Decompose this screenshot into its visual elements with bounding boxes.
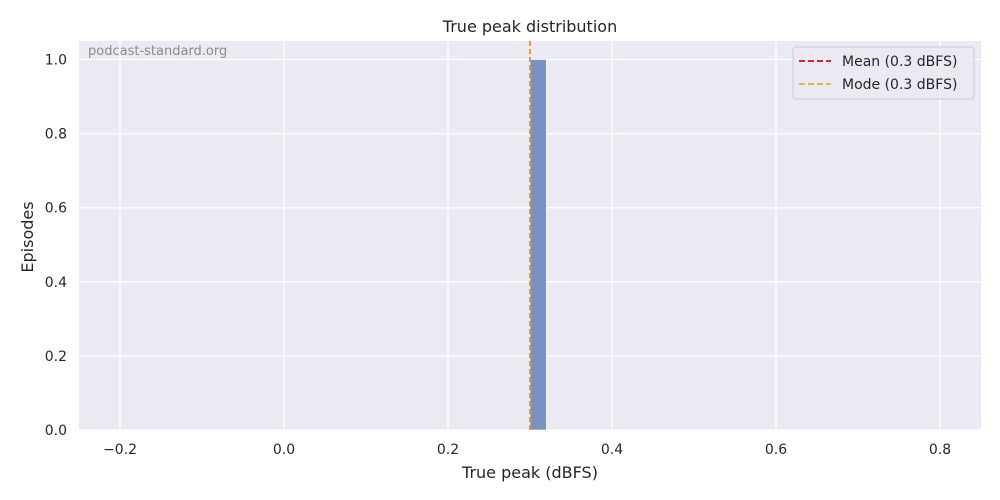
x-tick-label: 0.2 <box>437 442 459 458</box>
y-tick-label: 0.8 <box>45 127 67 143</box>
chart-title: True peak distribution <box>442 17 617 36</box>
x-tick-label: 0.8 <box>929 442 951 458</box>
x-axis-ticks: −0.2 0.0 0.2 0.4 0.6 0.8 <box>103 442 951 458</box>
x-tick-label: 0.6 <box>765 442 787 458</box>
legend-label: Mean (0.3 dBFS) <box>842 54 957 70</box>
x-tick-label: 0.0 <box>273 442 295 458</box>
legend-label: Mode (0.3 dBFS) <box>842 77 957 93</box>
x-tick-label: −0.2 <box>103 442 137 458</box>
histogram-bars <box>529 59 547 431</box>
x-tick-label: 0.4 <box>601 442 623 458</box>
legend-box <box>792 46 975 100</box>
y-tick-label: 0.6 <box>45 201 67 217</box>
x-axis-label: True peak (dBFS) <box>461 463 598 482</box>
y-axis-ticks: 0.0 0.2 0.4 0.6 0.8 1.0 <box>45 53 67 439</box>
y-tick-label: 1.0 <box>45 53 67 69</box>
y-axis-label: Episodes <box>18 201 37 272</box>
y-tick-label: 0.0 <box>45 423 67 439</box>
legend: Mean (0.3 dBFS) Mode (0.3 dBFS) <box>792 46 975 100</box>
y-tick-label: 0.4 <box>45 275 67 291</box>
y-tick-label: 0.2 <box>45 349 67 365</box>
watermark-text: podcast-standard.org <box>88 44 227 59</box>
histogram-bar <box>529 59 547 431</box>
